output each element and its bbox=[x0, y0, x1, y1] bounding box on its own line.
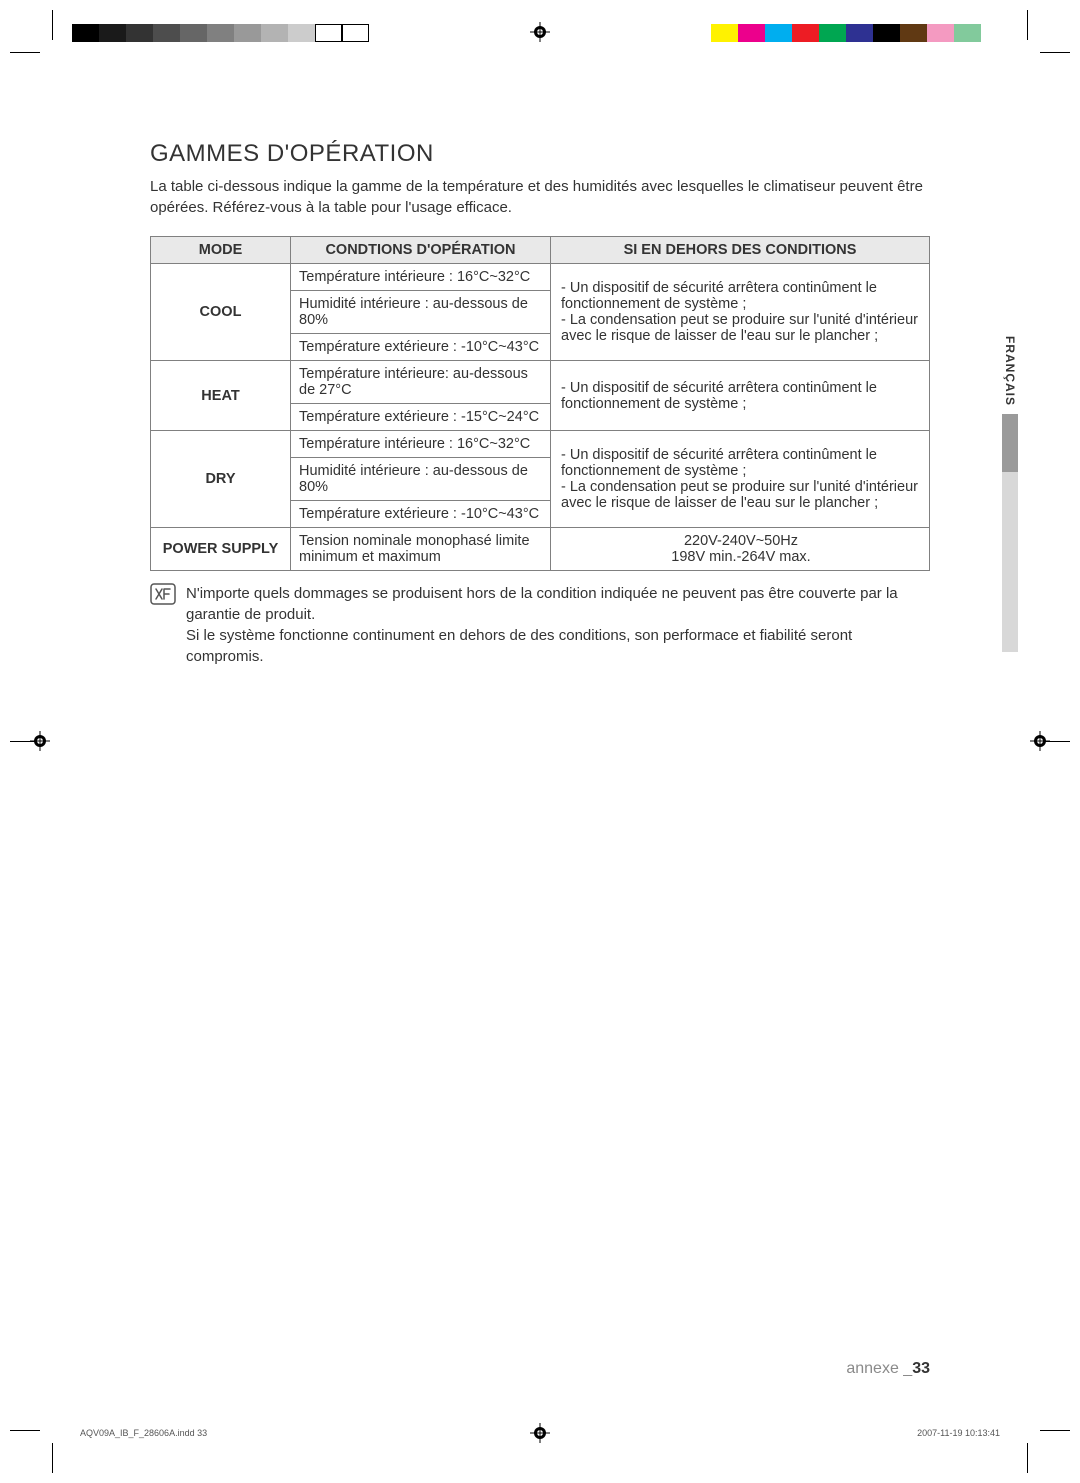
table-row: DRYTempérature intérieure : 16°C~32°C- U… bbox=[151, 431, 930, 458]
condition-cell: Tension nominale monophasé limite minimu… bbox=[291, 528, 551, 571]
footer-page-number: 33 bbox=[912, 1360, 930, 1377]
registration-mark-icon bbox=[1030, 731, 1050, 751]
color-swatch bbox=[954, 24, 981, 42]
color-swatch bbox=[234, 24, 261, 42]
outside-cell: 220V-240V~50Hz198V min.-264V max. bbox=[551, 528, 930, 571]
color-swatch bbox=[180, 24, 207, 42]
outside-cell: - Un dispositif de sécurité arrêtera con… bbox=[551, 431, 930, 528]
color-swatch bbox=[981, 24, 1008, 42]
outside-cell: - Un dispositif de sécurité arrêtera con… bbox=[551, 264, 930, 361]
mode-cell: POWER SUPPLY bbox=[151, 528, 291, 571]
th-mode: MODE bbox=[151, 237, 291, 264]
color-swatch bbox=[738, 24, 765, 42]
condition-cell: Température extérieure : -15°C~24°C bbox=[291, 404, 551, 431]
condition-cell: Température intérieure : 16°C~32°C bbox=[291, 431, 551, 458]
mode-cell: COOL bbox=[151, 264, 291, 361]
crop-mark bbox=[1027, 1443, 1028, 1473]
mode-cell: HEAT bbox=[151, 361, 291, 431]
print-timestamp: 2007-11-19 10:13:41 bbox=[917, 1428, 1000, 1438]
page-title: GAMMES D'OPÉRATION bbox=[150, 140, 930, 168]
color-swatch bbox=[927, 24, 954, 42]
table-row: HEATTempérature intérieure: au-dessous d… bbox=[151, 361, 930, 404]
condition-cell: Température extérieure : -10°C~43°C bbox=[291, 334, 551, 361]
mode-cell: DRY bbox=[151, 431, 291, 528]
color-swatch bbox=[873, 24, 900, 42]
note-block: N'importe quels dommages se produisent h… bbox=[150, 583, 930, 667]
color-swatch bbox=[126, 24, 153, 42]
color-swatch bbox=[315, 24, 342, 42]
condition-cell: Humidité intérieure : au-dessous de 80% bbox=[291, 458, 551, 501]
intro-text: La table ci-dessous indique la gamme de … bbox=[150, 176, 930, 218]
table-row: POWER SUPPLYTension nominale monophasé l… bbox=[151, 528, 930, 571]
note-text: N'importe quels dommages se produisent h… bbox=[186, 583, 930, 667]
print-file: AQV09A_IB_F_28606A.indd 33 bbox=[80, 1428, 207, 1438]
condition-cell: Température intérieure: au-dessous de 27… bbox=[291, 361, 551, 404]
color-swatch bbox=[207, 24, 234, 42]
condition-cell: Température extérieure : -10°C~43°C bbox=[291, 501, 551, 528]
th-conditions: CONDTIONS D'OPÉRATION bbox=[291, 237, 551, 264]
outside-cell: - Un dispositif de sécurité arrêtera con… bbox=[551, 361, 930, 431]
color-swatch bbox=[72, 24, 99, 42]
color-bar-right bbox=[711, 24, 1008, 42]
print-footer: AQV09A_IB_F_28606A.indd 33 2007-11-19 10… bbox=[80, 1428, 1000, 1438]
condition-cell: Température intérieure : 16°C~32°C bbox=[291, 264, 551, 291]
crop-mark bbox=[10, 52, 40, 53]
color-swatch bbox=[99, 24, 126, 42]
color-bar-left bbox=[72, 24, 369, 42]
color-swatch bbox=[342, 24, 369, 42]
table-row: COOLTempérature intérieure : 16°C~32°C- … bbox=[151, 264, 930, 291]
color-swatch bbox=[846, 24, 873, 42]
th-outside: SI EN DEHORS DES CONDITIONS bbox=[551, 237, 930, 264]
operation-table: MODE CONDTIONS D'OPÉRATION SI EN DEHORS … bbox=[150, 236, 930, 571]
crop-mark bbox=[10, 1430, 40, 1431]
crop-mark bbox=[1027, 10, 1028, 40]
color-swatch bbox=[153, 24, 180, 42]
color-swatch bbox=[288, 24, 315, 42]
crop-mark bbox=[1040, 52, 1070, 53]
color-swatch bbox=[900, 24, 927, 42]
color-swatch bbox=[792, 24, 819, 42]
note-icon bbox=[150, 583, 176, 667]
color-swatch bbox=[765, 24, 792, 42]
registration-mark-icon bbox=[30, 731, 50, 751]
footer-label: annexe _33 bbox=[846, 1360, 930, 1378]
crop-mark bbox=[52, 1443, 53, 1473]
crop-mark bbox=[1040, 1430, 1070, 1431]
condition-cell: Humidité intérieure : au-dessous de 80% bbox=[291, 291, 551, 334]
color-swatch bbox=[261, 24, 288, 42]
footer-section: annexe _ bbox=[846, 1360, 912, 1377]
crop-mark bbox=[52, 10, 53, 40]
registration-mark-icon bbox=[530, 22, 550, 42]
color-swatch bbox=[711, 24, 738, 42]
color-swatch bbox=[819, 24, 846, 42]
